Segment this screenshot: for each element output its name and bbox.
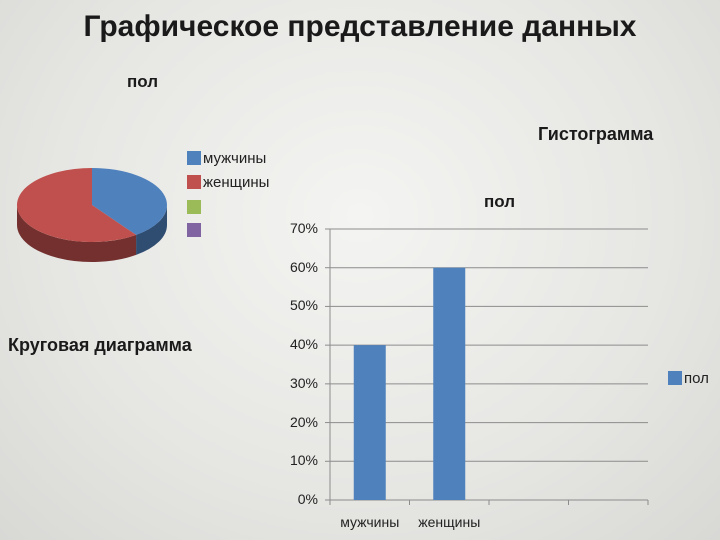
y-tick-label: 0% — [297, 491, 318, 507]
bar-legend-label: пол — [684, 369, 709, 387]
pie-legend-item-4 — [187, 222, 203, 238]
y-tick-label: 20% — [289, 413, 318, 430]
pie-legend-item-women: женщины — [187, 173, 270, 191]
y-tick-label: 50% — [289, 297, 318, 314]
y-tick-label: 10% — [289, 452, 318, 469]
pie-legend-item-men: мужчины — [187, 149, 267, 167]
x-category-label: мужчины — [340, 514, 400, 530]
bar-2 — [433, 267, 466, 500]
x-category-label: женщины — [418, 514, 481, 530]
y-tick-label: 70% — [289, 220, 318, 236]
pie-legend-label: женщины — [203, 173, 270, 191]
pie-slice-2 — [16, 168, 137, 243]
pie-legend-item-3 — [187, 199, 203, 215]
bar-1 — [353, 345, 386, 500]
y-tick-label: 30% — [289, 374, 318, 391]
y-tick-label: 40% — [289, 336, 318, 353]
legend-swatch — [187, 200, 201, 214]
pie-chart-title: пол — [127, 72, 159, 91]
bar-chart-title: пол — [484, 192, 516, 211]
bar-legend-item: пол — [668, 369, 709, 387]
pie-slice-1 — [92, 168, 167, 235]
y-tick-label: 60% — [289, 258, 318, 275]
legend-swatch — [187, 175, 201, 189]
legend-swatch — [668, 371, 682, 385]
pie-slice-side — [136, 205, 167, 255]
pie-chart-caption: Круговая диаграмма — [8, 335, 192, 355]
histogram-caption: Гистограмма — [538, 124, 654, 144]
slide-title: Графическое представление данных — [83, 10, 637, 43]
pie-slice-side — [17, 205, 137, 262]
legend-swatch — [187, 223, 201, 237]
pie-legend-label: мужчины — [203, 149, 267, 167]
legend-swatch — [187, 151, 201, 165]
